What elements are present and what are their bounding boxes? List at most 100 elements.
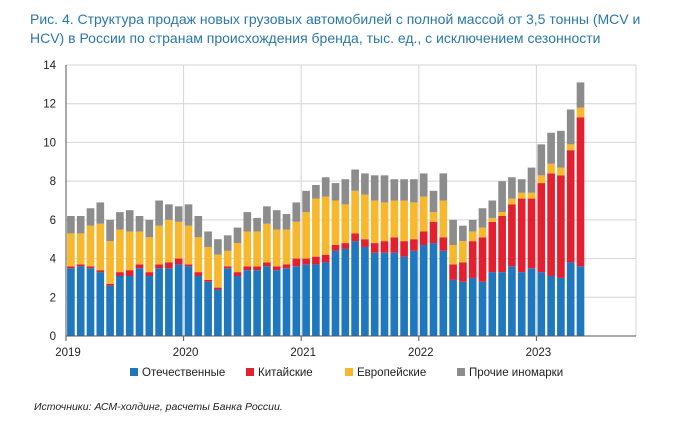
bar-domestic-2022-05 bbox=[459, 281, 467, 336]
bar-european-2019-02 bbox=[76, 233, 85, 265]
bar-european-2019-05 bbox=[106, 241, 114, 284]
bar-chinese-2021-11 bbox=[400, 241, 408, 257]
bar-other-2022-02 bbox=[429, 190, 438, 213]
bar-domestic-2021-08 bbox=[370, 252, 379, 336]
bar-european-2022-02 bbox=[429, 212, 438, 222]
bar-domestic-2020-08 bbox=[253, 270, 261, 336]
axes bbox=[65, 65, 636, 341]
bar-european-2019-04 bbox=[96, 223, 105, 271]
bar-european-2022-10 bbox=[508, 198, 516, 205]
bar-chinese-2021-07 bbox=[361, 239, 369, 247]
bar-other-2020-06 bbox=[233, 227, 242, 244]
bar-other-2022-06 bbox=[468, 219, 477, 232]
legend-swatch-european bbox=[345, 368, 353, 376]
legend: Отечественные Китайские Европейские Прочие … bbox=[130, 367, 563, 379]
bar-domestic-2020-11 bbox=[282, 268, 291, 336]
bar-domestic-2020-04 bbox=[214, 289, 222, 336]
bar-other-2022-05 bbox=[459, 225, 467, 242]
bar-other-2022-04 bbox=[449, 219, 457, 246]
bar-chinese-2020-01 bbox=[184, 264, 193, 267]
bar-domestic-2019-10 bbox=[155, 268, 163, 336]
bar-domestic-2022-11 bbox=[517, 272, 526, 336]
y-tick-6: 6 bbox=[50, 215, 56, 227]
bar-other-2023-02 bbox=[547, 132, 555, 164]
x-tick-2020: 2020 bbox=[173, 347, 199, 359]
bar-other-2023-05 bbox=[576, 82, 585, 108]
bar-european-2019-06 bbox=[116, 229, 124, 273]
bar-other-2019-03 bbox=[86, 208, 95, 226]
bar-european-2022-04 bbox=[449, 245, 457, 265]
bar-european-2022-01 bbox=[419, 196, 428, 232]
bar-other-2020-10 bbox=[272, 210, 281, 230]
bar-other-2020-01 bbox=[184, 204, 193, 226]
y-tick-8: 8 bbox=[50, 176, 56, 188]
bar-other-2023-04 bbox=[566, 109, 575, 145]
bar-european-2022-09 bbox=[498, 212, 506, 216]
bar-other-2020-12 bbox=[292, 202, 301, 222]
bar-domestic-2022-12 bbox=[527, 268, 536, 336]
bar-other-2020-03 bbox=[204, 231, 212, 247]
bar-chinese-2021-10 bbox=[390, 237, 399, 253]
legend-label-other: Прочие иномарки bbox=[469, 367, 563, 379]
bar-european-2021-06 bbox=[351, 190, 359, 234]
bar-chinese-2021-08 bbox=[370, 243, 379, 253]
bar-other-2022-01 bbox=[419, 173, 428, 197]
bar-domestic-2019-07 bbox=[125, 275, 134, 336]
bar-other-2023-01 bbox=[537, 144, 546, 176]
bar-european-2022-06 bbox=[468, 231, 477, 242]
bar-european-2021-01 bbox=[302, 212, 310, 259]
bar-other-2019-09 bbox=[145, 219, 154, 238]
legend-label-chinese: Китайские bbox=[258, 367, 313, 379]
bar-european-2023-05 bbox=[576, 107, 585, 118]
bar-chinese-2019-03 bbox=[86, 266, 95, 269]
bar-chinese-2019-05 bbox=[106, 283, 114, 286]
bar-domestic-2022-04 bbox=[449, 279, 457, 336]
bar-chinese-2019-11 bbox=[165, 262, 173, 269]
bar-chinese-2022-09 bbox=[498, 215, 506, 273]
bar-domestic-2021-04 bbox=[331, 250, 340, 336]
bar-other-2021-02 bbox=[312, 185, 320, 199]
x-tick-2021: 2021 bbox=[290, 347, 316, 359]
bar-chinese-2023-05 bbox=[576, 117, 585, 267]
bar-domestic-2020-05 bbox=[223, 268, 232, 336]
bar-other-2023-03 bbox=[557, 130, 565, 168]
bar-other-2021-03 bbox=[321, 177, 330, 197]
bar-chinese-2022-10 bbox=[508, 204, 516, 267]
bar-chinese-2022-11 bbox=[517, 198, 526, 273]
bar-other-2019-07 bbox=[125, 210, 134, 232]
bar-chinese-2020-08 bbox=[253, 266, 261, 271]
bar-chinese-2023-04 bbox=[566, 150, 575, 263]
bar-european-2019-12 bbox=[174, 221, 183, 259]
bar-chinese-2022-01 bbox=[419, 231, 428, 246]
chart-title: Рис. 4. Структура продаж новых грузовых … bbox=[30, 11, 641, 46]
bar-other-2020-04 bbox=[214, 239, 222, 255]
bar-domestic-2023-02 bbox=[547, 275, 555, 336]
bar-domestic-2020-12 bbox=[292, 266, 301, 336]
bar-domestic-2023-04 bbox=[566, 262, 575, 336]
bar-chinese-2023-01 bbox=[537, 183, 546, 273]
bar-european-2022-08 bbox=[488, 217, 497, 222]
bar-other-2022-12 bbox=[527, 167, 536, 193]
bar-european-2022-12 bbox=[527, 192, 536, 199]
bar-chinese-2019-12 bbox=[174, 258, 183, 265]
bar-european-2021-12 bbox=[410, 202, 418, 240]
bar-domestic-2020-02 bbox=[194, 275, 203, 336]
bar-other-2021-06 bbox=[351, 169, 359, 191]
bar-european-2020-03 bbox=[204, 246, 212, 280]
bar-domestic-2022-02 bbox=[429, 243, 438, 336]
bar-domestic-2019-11 bbox=[165, 268, 173, 336]
bar-other-2021-01 bbox=[302, 190, 310, 213]
bar-chinese-2022-04 bbox=[449, 264, 457, 280]
bar-other-2019-04 bbox=[96, 202, 105, 224]
bar-chinese-2020-09 bbox=[263, 262, 271, 267]
bar-chinese-2022-07 bbox=[478, 237, 487, 282]
bar-european-2020-04 bbox=[214, 254, 222, 288]
legend-swatch-chinese bbox=[246, 368, 254, 376]
bar-other-2019-12 bbox=[174, 206, 183, 222]
bar-other-2022-09 bbox=[498, 181, 506, 213]
bar-chinese-2021-02 bbox=[312, 256, 320, 265]
bar-other-2019-08 bbox=[135, 215, 144, 232]
bar-other-2020-02 bbox=[194, 215, 203, 238]
bar-chinese-2022-05 bbox=[459, 262, 467, 282]
